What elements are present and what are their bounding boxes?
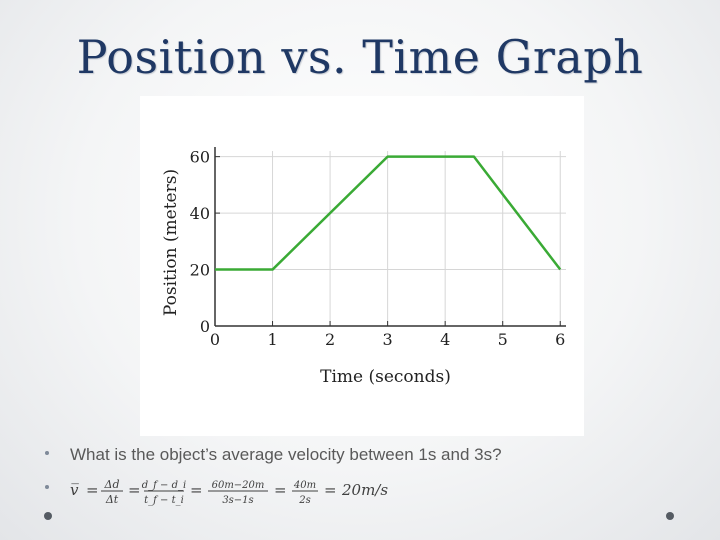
- bullet-list: What is the object’s average velocity be…: [40, 440, 680, 508]
- x-axis-label: Time (seconds): [320, 367, 451, 387]
- x-tick-label: 2: [325, 330, 335, 349]
- formula-eq-5: =: [324, 481, 337, 499]
- x-tick-label: 0: [210, 330, 220, 349]
- f2-denominator: t_f − t_i: [144, 495, 184, 506]
- formula-result: 20m/s: [341, 481, 388, 499]
- formula-eq-1: =: [86, 481, 99, 499]
- slide-corner-dot-right: [666, 512, 674, 520]
- question-text: What is the object’s average velocity be…: [70, 445, 502, 464]
- position-line: [215, 155, 562, 271]
- y-tick-label: 0: [200, 317, 210, 336]
- f2-numerator: d_f − d_i: [142, 480, 186, 491]
- x-tick-label: 5: [498, 330, 508, 349]
- f1-denominator: Δt: [105, 493, 119, 506]
- x-tick-label: 1: [267, 330, 277, 349]
- f3-numerator: 60m−20m: [212, 480, 265, 491]
- f4-numerator: 40m: [293, 480, 316, 491]
- bullet-question: What is the object’s average velocity be…: [40, 440, 680, 474]
- formula-eq-3: =: [190, 481, 203, 499]
- bullet-dot: [45, 485, 49, 489]
- formula-lhs: v̅: [70, 481, 79, 499]
- slide-title: Position vs. Time Graph: [76, 30, 644, 84]
- y-tick-label: 40: [190, 204, 210, 223]
- formula-eq-4: =: [274, 481, 287, 499]
- y-axis-label: Position (meters): [161, 169, 181, 316]
- chart-panel: 0 1 2 3 4 5 6 0 20 40 60 Time (seconds) Position (me…: [140, 96, 584, 436]
- velocity-formula: v̅ = Δd Δt = d_f − d_i t_f − t_i = 60m−2…: [70, 478, 388, 506]
- x-tick-label: 3: [383, 330, 393, 349]
- x-tick-label: 4: [440, 330, 450, 349]
- formula-eq-2: =: [128, 481, 141, 499]
- f1-numerator: Δd: [104, 478, 120, 491]
- bullet-dot: [45, 451, 49, 455]
- y-tick-label: 20: [190, 261, 210, 280]
- slide-corner-dot-left: [44, 512, 52, 520]
- f4-denominator: 2s: [298, 495, 311, 506]
- x-tick-label: 6: [555, 330, 565, 349]
- f3-denominator: 3s−1s: [222, 495, 253, 506]
- y-tick-label: 60: [190, 148, 210, 167]
- bullet-formula: v̅ = Δd Δt = d_f − d_i t_f − t_i = 60m−2…: [40, 474, 680, 508]
